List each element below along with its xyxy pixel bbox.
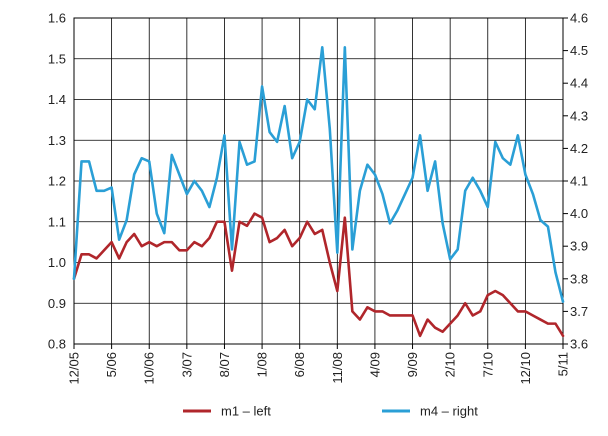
left-tick-label: 0.9 xyxy=(48,296,66,311)
right-tick-label: 3.8 xyxy=(570,271,588,286)
x-tick-label: 10/06 xyxy=(142,352,157,385)
left-tick-label: 1.6 xyxy=(48,11,66,26)
legend-label: m1 – left xyxy=(221,404,271,419)
right-tick-label: 3.9 xyxy=(570,239,588,254)
x-tick-label: 9/09 xyxy=(405,352,420,377)
x-tick-label: 1/08 xyxy=(255,352,270,377)
right-tick-label: 4.6 xyxy=(570,11,588,26)
right-y-axis: 3.6 3.7 3.8 3.9 4.0 4.1 4.2 4.3 4.4 4.5 4.6 xyxy=(563,11,588,352)
x-tick-label: 8/07 xyxy=(217,352,232,377)
series-line-left xyxy=(72,212,565,338)
right-tick-label: 3.6 xyxy=(570,337,588,352)
left-tick-label: 1.0 xyxy=(48,255,66,270)
x-tick-label: 5/06 xyxy=(104,352,119,377)
legend-item-left: m1 – left xyxy=(183,404,271,419)
legend-label: m4 – right xyxy=(420,404,478,419)
left-tick-label: 1.1 xyxy=(48,214,66,229)
left-tick-label: 1.2 xyxy=(48,174,66,189)
right-tick-label: 4.5 xyxy=(570,43,588,58)
x-tick-label: 6/08 xyxy=(292,352,307,377)
x-tick-label: 5/11 xyxy=(556,352,571,376)
x-tick-label: 11/08 xyxy=(330,352,345,384)
right-tick-label: 4.3 xyxy=(570,108,588,123)
right-tick-label: 4.0 xyxy=(570,206,588,221)
left-tick-label: 0.8 xyxy=(48,337,66,352)
x-tick-label: 7/10 xyxy=(480,352,495,377)
right-tick-label: 4.2 xyxy=(570,141,588,156)
x-tick-label: 2/10 xyxy=(443,352,458,377)
x-tick-label: 12/05 xyxy=(67,352,82,385)
x-tick-label: 12/10 xyxy=(518,352,533,385)
left-tick-label: 1.5 xyxy=(48,51,66,66)
series-line-right xyxy=(72,46,565,303)
right-tick-label: 4.1 xyxy=(570,174,588,189)
left-y-axis: 0.8 0.9 1.0 1.1 1.2 1.3 1.4 1.5 1.6 xyxy=(48,11,66,352)
x-tick-label: 4/09 xyxy=(367,352,382,377)
legend: m1 – left m4 – right xyxy=(183,404,478,419)
left-tick-label: 1.3 xyxy=(48,133,66,148)
series-lines xyxy=(72,46,565,338)
right-tick-label: 3.7 xyxy=(570,304,588,319)
x-tick-label: 3/07 xyxy=(179,352,194,377)
right-tick-label: 4.4 xyxy=(570,76,588,91)
x-axis: 12/05 5/06 10/06 3/07 8/07 1/08 6/08 11/08 4/09 9… xyxy=(67,344,571,385)
left-tick-label: 1.4 xyxy=(48,92,66,107)
legend-item-right: m4 – right xyxy=(382,404,478,419)
